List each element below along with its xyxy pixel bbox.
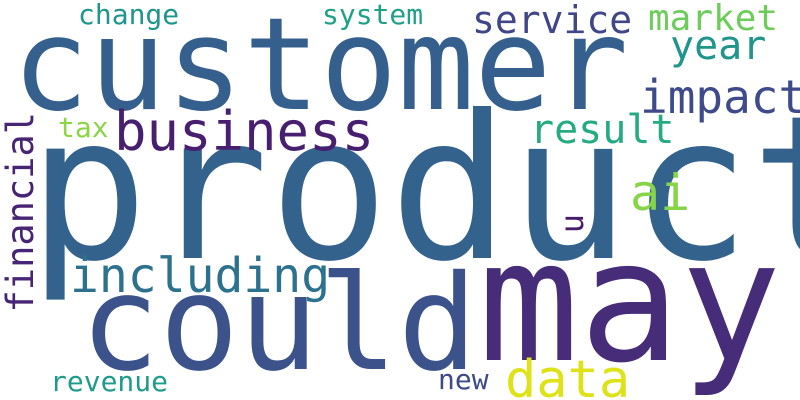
word-new: new xyxy=(438,363,489,396)
word-change: change xyxy=(78,0,180,31)
word-result: result xyxy=(530,107,675,153)
word-including: including xyxy=(70,248,331,304)
word-may: may xyxy=(478,204,782,400)
word-system: system xyxy=(322,0,424,31)
word-year: year xyxy=(670,23,767,69)
word-customer: customer xyxy=(12,0,629,140)
word-impact: impact xyxy=(640,70,800,124)
word-ai: ai xyxy=(630,164,691,222)
word-product: product xyxy=(28,73,800,306)
word-could: could xyxy=(80,247,478,400)
word-business: business xyxy=(114,100,375,163)
word-data: data xyxy=(505,350,631,400)
word-service: service xyxy=(472,0,633,42)
word-tax: tax xyxy=(58,111,109,144)
word-financial: financial xyxy=(0,112,42,313)
word-market: market xyxy=(648,0,779,39)
word-u: u xyxy=(553,214,591,234)
word-revenue: revenue xyxy=(50,365,169,398)
